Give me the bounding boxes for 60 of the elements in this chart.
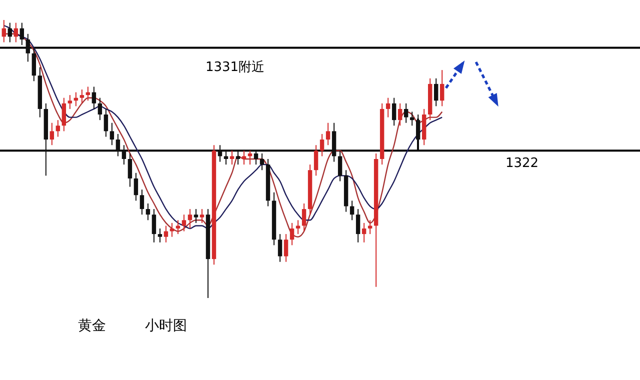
candlestick bbox=[2, 20, 6, 43]
candlestick bbox=[392, 97, 396, 126]
candlestick bbox=[320, 133, 324, 157]
candlestick bbox=[224, 150, 228, 166]
candlestick bbox=[56, 120, 60, 138]
candlestick bbox=[98, 97, 102, 121]
candlestick bbox=[398, 102, 402, 126]
candlestick bbox=[140, 189, 144, 216]
candlestick bbox=[92, 86, 96, 110]
candlestick bbox=[386, 97, 390, 118]
candlestick bbox=[230, 150, 234, 166]
text: 黄金 bbox=[78, 318, 106, 334]
candlestick bbox=[128, 152, 132, 188]
candlestick bbox=[236, 150, 240, 166]
text: 小时图 bbox=[145, 318, 187, 334]
candlestick bbox=[284, 234, 288, 262]
candlestick bbox=[338, 150, 342, 182]
candlestick bbox=[326, 122, 330, 146]
candlestick bbox=[368, 220, 372, 235]
candlestick bbox=[278, 234, 282, 262]
candlestick bbox=[314, 144, 318, 176]
candlestick bbox=[158, 228, 162, 243]
candlestick bbox=[194, 208, 198, 224]
candlestick bbox=[146, 202, 150, 221]
candlestick bbox=[68, 94, 72, 110]
candlestick bbox=[104, 108, 108, 138]
candlestick bbox=[260, 152, 264, 171]
candlestick bbox=[122, 144, 126, 166]
candlestick bbox=[440, 70, 444, 107]
candlestick bbox=[290, 222, 294, 246]
candlestick bbox=[356, 208, 360, 243]
candlestick bbox=[50, 122, 54, 146]
candlestick bbox=[20, 22, 24, 46]
candlestick bbox=[302, 202, 306, 232]
candlestick bbox=[296, 220, 300, 235]
candlestick bbox=[176, 220, 180, 235]
candlestick bbox=[182, 214, 186, 232]
candlestick bbox=[116, 133, 120, 157]
annotation: 1331附近 bbox=[205, 60, 265, 75]
candlestick bbox=[218, 144, 222, 162]
candlestick bbox=[200, 208, 204, 224]
text: 1322 bbox=[505, 156, 539, 171]
candlestick bbox=[242, 150, 246, 166]
candlestick bbox=[254, 150, 258, 166]
candlestick bbox=[134, 172, 138, 202]
candlestick bbox=[188, 208, 192, 229]
candlestick bbox=[110, 122, 114, 146]
candlestick bbox=[26, 33, 30, 62]
candlestick bbox=[434, 78, 438, 107]
candlestick bbox=[404, 102, 408, 124]
candlestick bbox=[8, 22, 12, 43]
candlestick bbox=[350, 200, 354, 221]
candlestick bbox=[80, 89, 84, 104]
candlestick bbox=[62, 97, 66, 132]
candlestick bbox=[32, 47, 36, 82]
candlestick bbox=[164, 225, 168, 243]
candlestick bbox=[152, 208, 156, 243]
candlestick bbox=[14, 22, 18, 43]
candlestick bbox=[170, 222, 174, 238]
candlestick bbox=[362, 222, 366, 243]
